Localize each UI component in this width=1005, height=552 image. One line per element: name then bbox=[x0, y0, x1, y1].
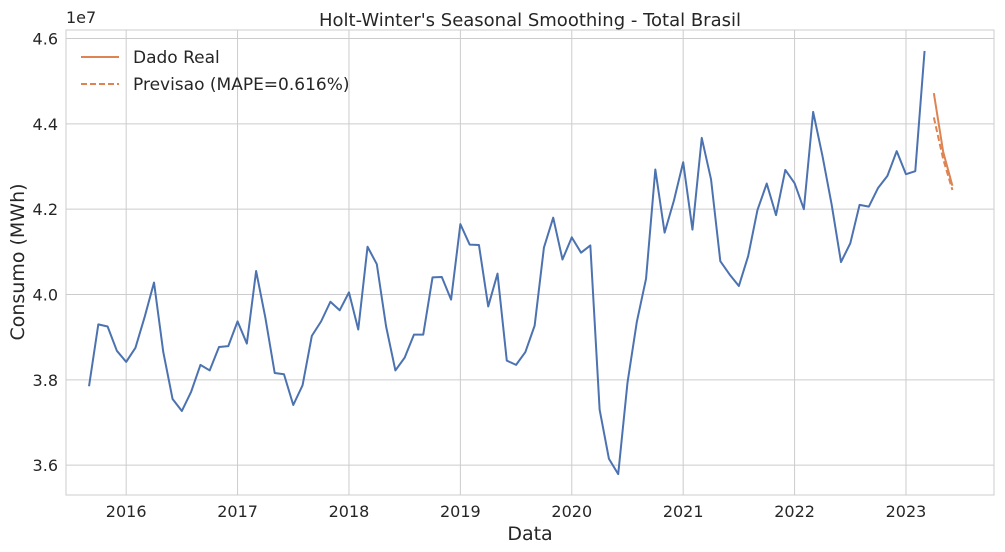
y-tick-labels: 3.6 3.8 4.0 4.2 4.4 4.6 bbox=[33, 30, 58, 476]
series-line-dado-real bbox=[932, 92, 954, 186]
grid-lines bbox=[66, 30, 994, 495]
x-tick-label-2021: 2021 bbox=[663, 502, 704, 521]
y-offset-label: 1e7 bbox=[66, 8, 96, 27]
x-tick-label-2018: 2018 bbox=[329, 502, 370, 521]
y-axis-title: Consumo (MWh) bbox=[7, 183, 29, 340]
series-line-previsao bbox=[932, 117, 954, 191]
legend: Dado Real Previsao (MAPE=0.616%) bbox=[81, 48, 350, 95]
y-tick-label-4-0: 4.0 bbox=[33, 285, 58, 304]
x-tick-label-2016: 2016 bbox=[106, 502, 147, 521]
legend-label-dado-real: Dado Real bbox=[133, 48, 220, 68]
series-line-consumo bbox=[88, 50, 926, 476]
y-tick-label-4-4: 4.4 bbox=[33, 115, 58, 134]
y-tick-label-4-6: 4.6 bbox=[33, 30, 58, 49]
x-axis-title: Data bbox=[507, 523, 552, 545]
legend-label-previsao: Previsao (MAPE=0.616%) bbox=[133, 75, 350, 95]
y-tick-label-3-8: 3.8 bbox=[33, 371, 58, 390]
x-tick-label-2020: 2020 bbox=[551, 502, 592, 521]
x-tick-label-2023: 2023 bbox=[886, 502, 927, 521]
plot-frame bbox=[65, 29, 995, 496]
y-tick-label-3-6: 3.6 bbox=[33, 456, 58, 475]
x-tick-label-2019: 2019 bbox=[440, 502, 481, 521]
y-tick-label-4-2: 4.2 bbox=[33, 200, 58, 219]
plot-background bbox=[66, 30, 994, 495]
chart-title: Holt-Winter's Seasonal Smoothing - Total… bbox=[319, 10, 741, 31]
x-tick-labels: 2016 2017 2018 2019 2020 2021 2022 2023 bbox=[106, 502, 927, 521]
x-tick-label-2022: 2022 bbox=[774, 502, 815, 521]
x-tick-label-2017: 2017 bbox=[217, 502, 258, 521]
series-lines bbox=[88, 50, 954, 476]
